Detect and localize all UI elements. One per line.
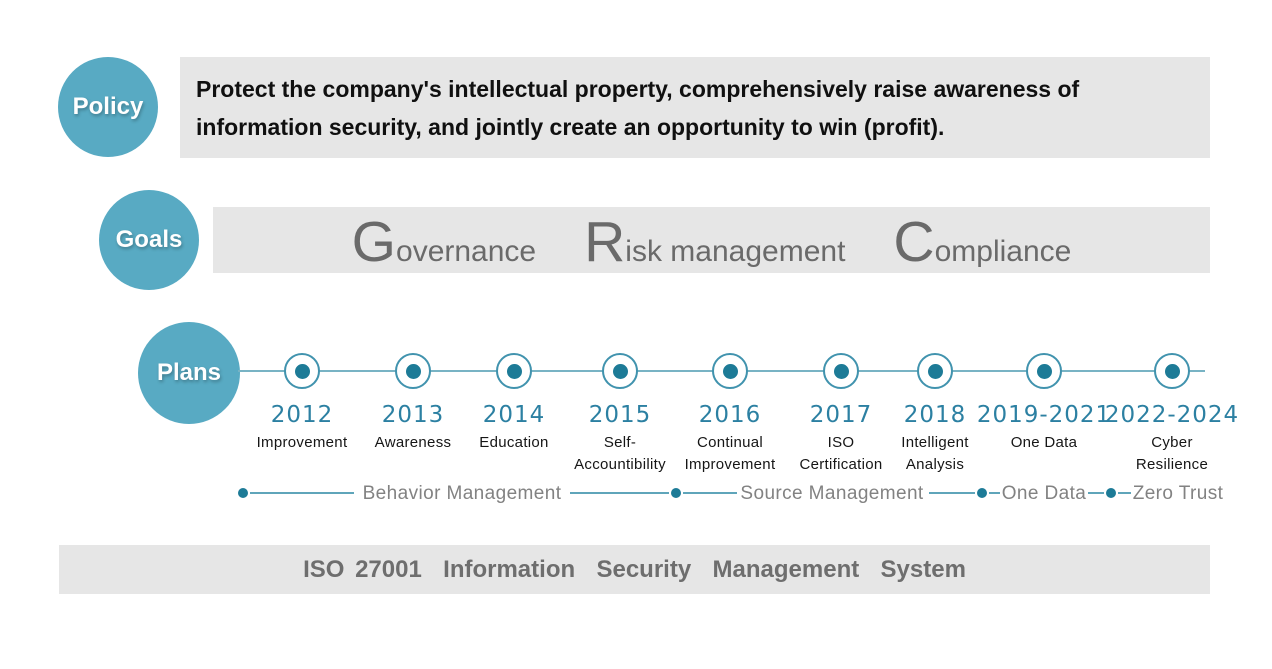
goals-circle: Goals: [99, 190, 199, 290]
milestone-2013: 2013 Awareness: [338, 402, 488, 454]
milestone-label-2: Certification: [799, 456, 883, 473]
milestone-label-2: Accountibility: [574, 456, 666, 473]
timeline-marker-2018: [917, 353, 953, 389]
risk-rest: isk management: [625, 235, 846, 268]
milestone-label-2: Resilience: [1135, 456, 1209, 473]
governance-initial: G: [351, 210, 397, 274]
marker-dot-icon: [612, 363, 628, 379]
plans-label: Plans: [156, 359, 222, 386]
goal-governance: Governance: [352, 212, 536, 272]
goal-risk-management: Risk management: [584, 212, 845, 272]
milestone-label: Improvement: [256, 434, 348, 451]
sub-line: [929, 492, 975, 494]
milestone-year: 2019-2021: [976, 402, 1112, 428]
sub-line: [989, 492, 1000, 494]
sub-line: [683, 492, 737, 494]
timeline-marker-2014: [496, 353, 532, 389]
milestone-2016: 2016 Continual Improvement: [655, 402, 805, 476]
milestone-year: 2017: [809, 402, 873, 428]
policy-circle: Policy: [58, 57, 158, 157]
marker-dot-icon: [927, 363, 943, 379]
milestone-2017: 2017 ISO Certification: [766, 402, 916, 476]
milestone-year: 2013: [381, 402, 445, 428]
timeline-marker-2016: [712, 353, 748, 389]
sub-dot-icon: [238, 488, 248, 498]
sub-line: [1088, 492, 1104, 494]
milestone-2018: 2018 Intelligent Analysis: [860, 402, 1010, 476]
milestone-2022-2024: 2022-2024 Cyber Resilience: [1097, 402, 1247, 476]
milestone-year: 2015: [588, 402, 652, 428]
timeline-marker-2017: [823, 353, 859, 389]
milestone-year: 2022-2024: [1104, 402, 1240, 428]
sub-label-source-management: Source Management: [740, 483, 924, 504]
timeline-marker-2015: [602, 353, 638, 389]
goals-panel: Governance Risk management Compliance: [213, 207, 1210, 273]
governance-rest: overnance: [396, 235, 537, 268]
goals-label: Goals: [115, 226, 183, 253]
sub-dot-icon: [671, 488, 681, 498]
policy-text-line2: information security, and jointly create…: [196, 113, 945, 140]
sub-line: [1118, 492, 1131, 494]
marker-dot-icon: [722, 363, 738, 379]
milestone-label: ISO: [827, 434, 855, 451]
milestone-year: 2016: [698, 402, 762, 428]
marker-dot-icon: [405, 363, 421, 379]
plans-circle: Plans: [138, 322, 240, 424]
policy-statement-panel: Protect the company's intellectual prope…: [180, 57, 1210, 158]
milestone-label-2: Improvement: [684, 456, 776, 473]
milestone-year: 2012: [270, 402, 334, 428]
milestone-2015: 2015 Self- Accountibility: [545, 402, 695, 476]
milestone-year: 2018: [903, 402, 967, 428]
iso-footer-text: ISO 27001 Information Security Managemen…: [303, 555, 966, 583]
timeline-marker-2022-2024: [1154, 353, 1190, 389]
milestone-label: Cyber: [1151, 434, 1193, 451]
sub-dot-icon: [977, 488, 987, 498]
milestone-2014: 2014 Education: [439, 402, 589, 454]
milestone-year: 2014: [482, 402, 546, 428]
iso-footer-bar: ISO 27001 Information Security Managemen…: [59, 545, 1210, 594]
milestone-label: Continual: [696, 434, 764, 451]
milestone-label: Intelligent: [901, 434, 969, 451]
marker-dot-icon: [506, 363, 522, 379]
sub-label-one-data: One Data: [1001, 483, 1087, 504]
timeline-marker-2012: [284, 353, 320, 389]
milestone-label: Education: [479, 434, 549, 451]
sub-label-behavior-management: Behavior Management: [362, 483, 562, 504]
marker-dot-icon: [833, 363, 849, 379]
sub-label-zero-trust: Zero Trust: [1132, 483, 1224, 504]
milestone-label: One Data: [1010, 434, 1078, 451]
timeline-marker-2013: [395, 353, 431, 389]
goal-compliance: Compliance: [893, 212, 1071, 272]
milestone-2019-2021: 2019-2021 One Data: [969, 402, 1119, 454]
compliance-initial: C: [893, 210, 935, 274]
policy-text-line1: Protect the company's intellectual prope…: [196, 75, 1080, 102]
sub-line: [570, 492, 669, 494]
marker-dot-icon: [1036, 363, 1052, 379]
sub-line: [250, 492, 354, 494]
sub-dot-icon: [1106, 488, 1116, 498]
milestone-2012: 2012 Improvement: [227, 402, 377, 454]
marker-dot-icon: [294, 363, 310, 379]
milestone-label: Awareness: [374, 434, 452, 451]
milestone-label-2: Analysis: [905, 456, 965, 473]
marker-dot-icon: [1164, 363, 1180, 379]
milestone-label: Self-: [603, 434, 637, 451]
compliance-rest: ompliance: [934, 235, 1072, 268]
risk-initial: R: [584, 210, 626, 274]
policy-label: Policy: [72, 93, 144, 120]
timeline-marker-2019-2021: [1026, 353, 1062, 389]
